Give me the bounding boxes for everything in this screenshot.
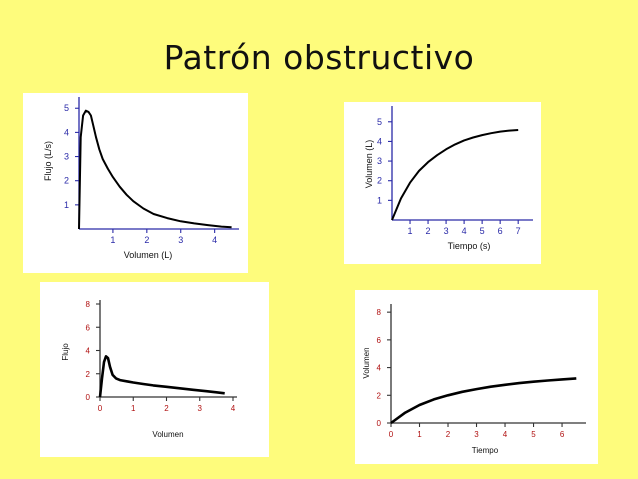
volume-time-chart-1: Tiempo (s) Volumen (L) 1 2 3 4 5 1 2 3 4 5 6 7 xyxy=(344,102,541,264)
y-tick-label: 2 xyxy=(64,176,69,186)
x-tick-label: 4 xyxy=(503,430,508,439)
y-tick-label: 4 xyxy=(377,364,382,373)
y-tick-label: 6 xyxy=(86,323,91,332)
x-tick-label: 0 xyxy=(98,404,103,413)
y-axis-title: Flujo (L/s) xyxy=(43,141,53,181)
x-tick-label: 1 xyxy=(110,235,115,245)
x-axis-title: Volumen (L) xyxy=(124,250,173,260)
y-tick-label: 3 xyxy=(377,156,382,166)
x-tick-label: 4 xyxy=(212,235,217,245)
flow-volume-chart-1-plot: Volumen (L) Flujo (L/s) 1 2 3 4 5 1 2 3 4 xyxy=(43,97,239,260)
y-tick-label: 2 xyxy=(86,370,91,379)
x-tick-label: 4 xyxy=(231,404,236,413)
x-tick-label: 4 xyxy=(462,226,467,236)
volume-time-chart-1-plot: Tiempo (s) Volumen (L) 1 2 3 4 5 1 2 3 4 5 6 7 xyxy=(364,106,533,251)
series-line xyxy=(391,129,519,221)
slide-title: Patrón obstructivo xyxy=(163,38,475,77)
y-tick-label: 4 xyxy=(377,136,382,146)
x-tick-label: 6 xyxy=(498,226,503,236)
series-line xyxy=(390,377,577,425)
y-axis-title: Volumen (L) xyxy=(364,140,374,189)
volume-time-chart-2-plot: Tiempo Volumen 0 2 4 6 8 0 1 2 3 4 5 6 xyxy=(362,304,586,455)
flow-volume-chart-2: Volumen Flujo 0 2 4 6 8 0 1 2 3 4 xyxy=(40,282,269,457)
x-tick-label: 3 xyxy=(474,430,479,439)
x-axis-title: Tiempo xyxy=(472,446,499,455)
y-tick-label: 8 xyxy=(377,308,382,317)
y-axis-title: Volumen xyxy=(362,347,371,378)
x-tick-label: 1 xyxy=(131,404,136,413)
y-tick-label: 1 xyxy=(377,195,382,205)
y-tick-label: 5 xyxy=(64,103,69,113)
y-tick-label: 5 xyxy=(377,117,382,127)
x-tick-label: 6 xyxy=(560,430,565,439)
x-tick-label: 1 xyxy=(408,226,413,236)
x-tick-label: 5 xyxy=(531,430,536,439)
flow-volume-chart-1: Volumen (L) Flujo (L/s) 1 2 3 4 5 1 2 3 4 xyxy=(23,93,248,273)
x-tick-label: 2 xyxy=(164,404,169,413)
x-tick-label: 2 xyxy=(144,235,149,245)
y-tick-label: 6 xyxy=(377,336,382,345)
x-tick-label: 3 xyxy=(178,235,183,245)
x-tick-label: 7 xyxy=(516,226,521,236)
x-tick-label: 2 xyxy=(426,226,431,236)
y-tick-label: 3 xyxy=(64,152,69,162)
y-tick-label: 0 xyxy=(86,393,91,402)
series-line xyxy=(78,109,232,230)
x-tick-label: 1 xyxy=(417,430,422,439)
x-tick-label: 5 xyxy=(480,226,485,236)
y-tick-label: 8 xyxy=(86,300,91,309)
x-tick-label: 0 xyxy=(389,430,394,439)
x-axis-title: Volumen xyxy=(152,430,183,439)
y-tick-label: 2 xyxy=(377,391,382,400)
x-axis-title: Tiempo (s) xyxy=(448,241,491,251)
x-tick-label: 2 xyxy=(446,430,451,439)
y-tick-label: 4 xyxy=(86,347,91,356)
y-axis-title: Flujo xyxy=(61,343,70,361)
volume-time-chart-2: Tiempo Volumen 0 2 4 6 8 0 1 2 3 4 5 6 xyxy=(355,290,598,464)
y-tick-label: 4 xyxy=(64,127,69,137)
series-line xyxy=(98,355,225,398)
y-tick-label: 0 xyxy=(377,419,382,428)
x-tick-label: 3 xyxy=(198,404,203,413)
flow-volume-chart-2-plot: Volumen Flujo 0 2 4 6 8 0 1 2 3 4 xyxy=(61,300,237,439)
x-tick-label: 3 xyxy=(444,226,449,236)
y-tick-label: 2 xyxy=(377,176,382,186)
y-tick-label: 1 xyxy=(64,200,69,210)
